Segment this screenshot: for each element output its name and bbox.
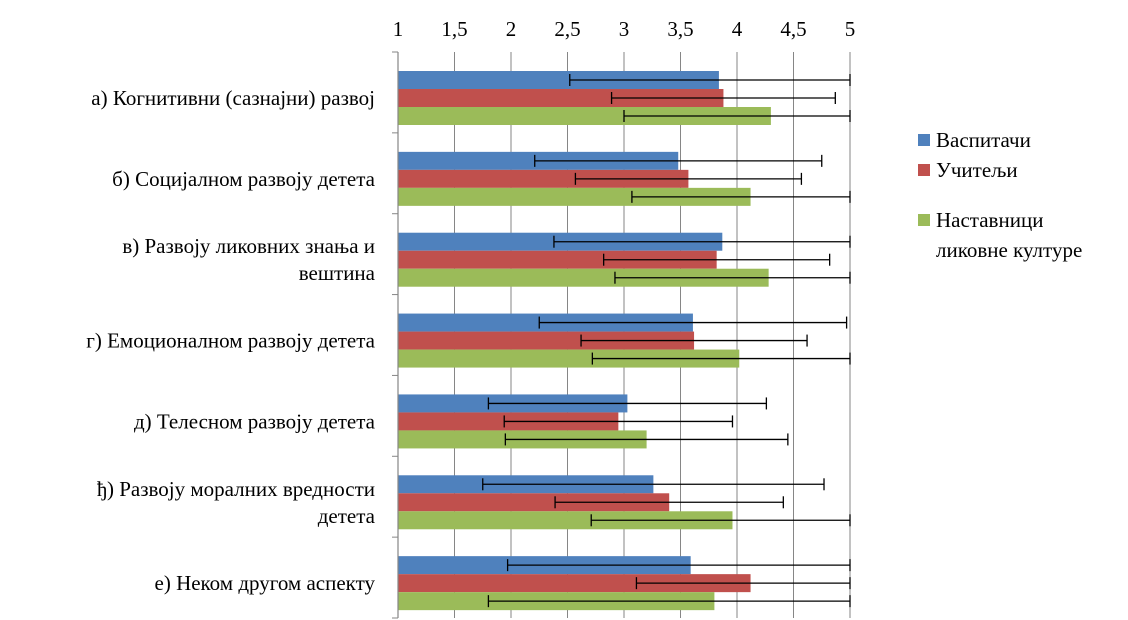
bar <box>398 349 740 368</box>
bar <box>398 169 689 188</box>
category-label: е) Неком другом аспекту <box>155 571 376 595</box>
category-label: ђ) Развоју моралних вредности детета <box>97 477 376 528</box>
bar <box>398 511 733 530</box>
bar <box>398 187 751 206</box>
error-bars <box>482 74 851 608</box>
bar <box>398 574 751 593</box>
x-tick-label: 5 <box>845 17 856 41</box>
bar <box>398 71 719 89</box>
legend-label: Учитељи <box>936 158 1018 182</box>
x-tick-label: 2,5 <box>554 17 580 41</box>
bar <box>398 107 771 125</box>
legend-swatch <box>918 134 930 146</box>
bars <box>398 71 771 611</box>
category-label: г) Емоционалном развоју детета <box>86 329 375 353</box>
category-labels: а) Когнитивни (сазнајни) развој б) Соција… <box>86 86 375 595</box>
x-tick-label: 1,5 <box>441 17 467 41</box>
x-tick-label: 4,5 <box>780 17 806 41</box>
axes <box>392 51 399 619</box>
x-axis-tick-labels: 1 1,5 2 2,5 3 3,5 4 4,5 5 <box>393 17 856 41</box>
bar <box>398 250 717 269</box>
x-tick-label: 1 <box>393 17 404 41</box>
bar <box>398 268 769 287</box>
category-label: б) Социјалном развоју детета <box>112 167 376 191</box>
category-label: д) Телесном развоју детета <box>134 409 376 433</box>
bar <box>398 331 695 350</box>
legend-swatch <box>918 214 930 226</box>
bar <box>398 89 724 107</box>
x-tick-label: 4 <box>732 17 743 41</box>
x-tick-label: 2 <box>506 17 517 41</box>
category-label: в) Развоју ликовних знања и вештина <box>122 234 375 285</box>
category-label: а) Когнитивни (сазнајни) развој <box>91 86 375 110</box>
legend-swatch <box>918 164 930 176</box>
x-tick-label: 3 <box>619 17 630 41</box>
legend: Васпитачи Учитељи Наставници ликовне култур… <box>918 128 1082 262</box>
legend-label: Васпитачи <box>936 128 1031 152</box>
x-tick-label: 3,5 <box>667 17 693 41</box>
bar <box>398 493 670 512</box>
legend-label: Наставници ликовне културе <box>936 208 1082 262</box>
